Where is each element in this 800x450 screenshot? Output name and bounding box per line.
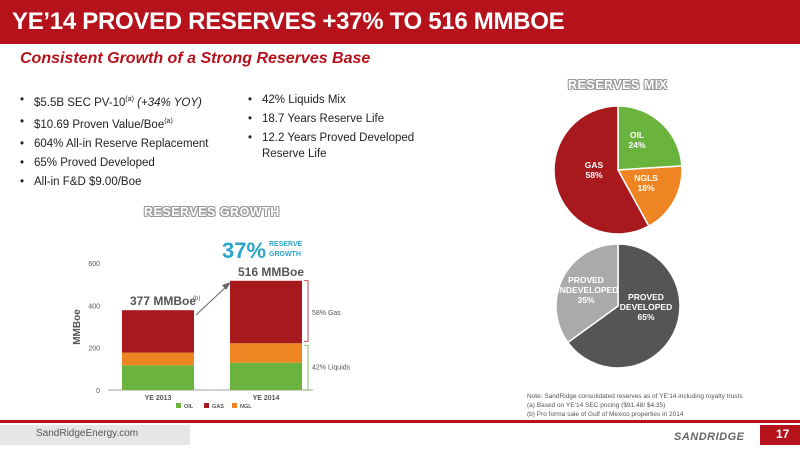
y-tick-label: 0 [96, 388, 100, 395]
pie-value: 58% [585, 170, 602, 180]
footnote-line: (b) Pro forma sale of Gulf of Mexico pro… [527, 411, 684, 418]
footnotes: Note: SandRidge consolidated reserves as… [527, 392, 777, 419]
y-tick-label: 400 [88, 303, 100, 310]
bullet-text: $10.69 Proven Value/Boe [34, 118, 165, 131]
footnote-ref: (a) [164, 117, 173, 125]
pie-label: GAS [585, 160, 604, 170]
growth-percentage: 37% [222, 238, 266, 263]
page-number-box [760, 425, 800, 445]
y-tick-label: 600 [88, 261, 100, 268]
bullet-item: 12.2 Years Proved Developed Reserve Life [248, 130, 448, 162]
pie-label: PROVED [628, 292, 664, 302]
bullet-item: 42% Liquids Mix [248, 92, 448, 108]
sandridge-logo: SANDRIDGE [674, 431, 745, 443]
bullet-emphasis: (+34% YOY) [133, 96, 202, 109]
pie-slice-ngls [616, 165, 683, 228]
reserves-growth-title: RESERVES GROWTH [144, 205, 280, 219]
footnote-mark: (b) [193, 296, 200, 302]
legend-swatch-gas [204, 403, 209, 408]
growth-text: GROWTH [269, 251, 301, 258]
page-number: 17 [776, 427, 790, 441]
bar-segment-oil [122, 365, 194, 390]
legend-label: NGL [240, 404, 252, 410]
liquids-bracket-label: 42% Liquids [312, 365, 351, 372]
total-label: 516 MMBoe [238, 265, 304, 279]
bullet-item: $5.5B SEC PV-10(a) (+34% YOY) [20, 92, 250, 111]
pie-label: NGLS [634, 173, 658, 183]
bullet-text: 604% All-in Reserve Replacement [34, 137, 209, 150]
pie-value: 35% [577, 295, 594, 305]
footer-url-box [0, 425, 190, 445]
legend-swatch-oil [176, 403, 181, 408]
legend-label: GAS [212, 404, 224, 410]
page-title: YE’14 PROVED RESERVES +37% TO 516 MMBOE [12, 8, 565, 35]
growth-arrowhead [222, 282, 231, 290]
footnote-line: (a) Based on YE’14 SEC pricing ($91.48/ … [527, 402, 666, 409]
total-label: 377 MMBoe [130, 294, 196, 308]
gas-bracket [304, 280, 309, 342]
footer-url[interactable]: SandRidgeEnergy.com [36, 428, 139, 439]
footer-divider [0, 420, 800, 423]
reserves-mix-title: RESERVES MIX [568, 78, 668, 92]
bullet-item: 604% All-in Reserve Replacement [20, 136, 250, 152]
bullet-item: 65% Proved Developed [20, 155, 250, 171]
pie-value: 24% [628, 140, 645, 150]
pie-slice-oil [617, 105, 683, 171]
bullet-item: 18.7 Years Reserve Life [248, 111, 448, 127]
legend-label: OIL [184, 404, 194, 410]
bullet-list-right: 42% Liquids Mix 18.7 Years Reserve Life 12… [248, 92, 448, 165]
pie-slice-proved-undeveloped [555, 243, 619, 344]
title-bar: YE’14 PROVED RESERVES +37% TO 516 MMBOE [0, 0, 800, 44]
liquids-bracket [304, 344, 309, 391]
bullet-item: All-in F&D $9.00/Boe [20, 174, 250, 190]
bar-segment-gas [122, 310, 194, 353]
growth-text: RESERVE [269, 241, 303, 248]
pie-slice-gas [553, 105, 650, 235]
pie-value: 65% [637, 312, 654, 322]
y-axis-label: MMBoe [72, 309, 83, 345]
pie-slice-proved-developed [566, 243, 681, 369]
bullet-text: 65% Proved Developed [34, 156, 155, 169]
footnote-line: Note: SandRidge consolidated reserves as… [527, 393, 743, 400]
bullet-text: All-in F&D $9.00/Boe [34, 175, 142, 188]
y-tick-label: 200 [88, 346, 100, 353]
pie-value: 18% [637, 183, 654, 193]
pie-label: UNDEVELOPED [554, 285, 619, 295]
pie-label: PROVED [568, 275, 604, 285]
bar-segment-ngl [230, 343, 302, 363]
pie-label: DEVELOPED [620, 302, 672, 312]
bar-segment-ngl [122, 352, 194, 366]
x-tick-label: YE 2014 [253, 395, 280, 402]
legend-swatch-ngl [232, 403, 237, 408]
page-subtitle: Consistent Growth of a Strong Reserves B… [20, 50, 371, 67]
footnote-ref: (a) [125, 96, 134, 103]
bullet-item: $10.69 Proven Value/Boe(a) [20, 114, 250, 133]
bullet-list-left: $5.5B SEC PV-10(a) (+34% YOY)$10.69 Prov… [20, 92, 250, 193]
bar-segment-gas [230, 280, 302, 344]
x-tick-label: YE 2013 [145, 395, 172, 402]
bullet-text: $5.5B SEC PV-10 [34, 96, 126, 109]
bar-segment-oil [230, 362, 302, 390]
pie-label: OIL [630, 130, 644, 140]
growth-arrow [195, 284, 229, 316]
gas-bracket-label: 58% Gas [312, 310, 341, 317]
